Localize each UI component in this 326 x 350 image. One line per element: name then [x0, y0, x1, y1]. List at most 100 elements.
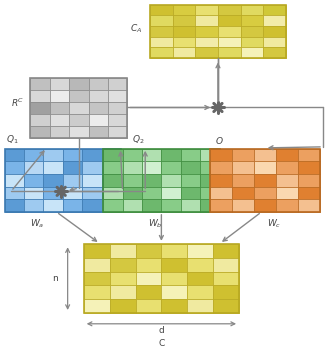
Bar: [89, 126, 108, 138]
Bar: [232, 199, 254, 212]
Text: $Q_2$: $Q_2$: [132, 133, 145, 146]
Bar: [5, 148, 121, 212]
Bar: [108, 126, 127, 138]
Bar: [161, 199, 181, 212]
Bar: [43, 199, 63, 212]
Bar: [187, 258, 213, 272]
Bar: [173, 37, 195, 47]
Bar: [210, 148, 232, 161]
Bar: [43, 187, 63, 199]
Bar: [276, 174, 298, 187]
Bar: [173, 15, 195, 26]
Bar: [263, 5, 286, 15]
Bar: [263, 47, 286, 58]
Bar: [181, 148, 200, 161]
Bar: [254, 174, 276, 187]
Bar: [30, 78, 127, 138]
Bar: [232, 161, 254, 174]
Bar: [110, 299, 136, 313]
Bar: [210, 199, 232, 212]
Bar: [103, 174, 123, 187]
Bar: [5, 161, 24, 174]
Bar: [210, 187, 232, 199]
Bar: [232, 187, 254, 199]
Bar: [24, 199, 43, 212]
Bar: [213, 286, 239, 299]
Bar: [150, 5, 286, 58]
Bar: [24, 174, 43, 187]
Bar: [213, 258, 239, 272]
Bar: [181, 199, 200, 212]
Bar: [103, 161, 123, 174]
Bar: [30, 78, 50, 90]
Bar: [210, 174, 232, 187]
Bar: [210, 148, 320, 212]
Bar: [63, 199, 82, 212]
Bar: [150, 26, 173, 37]
Bar: [200, 187, 220, 199]
Bar: [187, 244, 213, 258]
Bar: [82, 174, 102, 187]
Bar: [254, 161, 276, 174]
Bar: [30, 114, 50, 126]
Bar: [110, 244, 136, 258]
Bar: [102, 199, 121, 212]
Bar: [89, 114, 108, 126]
Bar: [181, 187, 200, 199]
Bar: [200, 174, 220, 187]
Bar: [263, 15, 286, 26]
Bar: [110, 286, 136, 299]
Bar: [213, 244, 239, 258]
Bar: [69, 114, 89, 126]
Bar: [276, 199, 298, 212]
Bar: [241, 5, 263, 15]
Bar: [108, 90, 127, 102]
Bar: [89, 78, 108, 90]
Text: C: C: [158, 338, 165, 348]
Bar: [195, 26, 218, 37]
Bar: [69, 90, 89, 102]
Bar: [213, 272, 239, 286]
Bar: [187, 272, 213, 286]
Bar: [24, 187, 43, 199]
Bar: [161, 161, 181, 174]
Bar: [142, 148, 161, 161]
Bar: [200, 148, 220, 161]
Bar: [50, 90, 69, 102]
Bar: [195, 47, 218, 58]
Bar: [30, 126, 50, 138]
Bar: [276, 148, 298, 161]
Bar: [298, 148, 320, 161]
Bar: [150, 47, 173, 58]
Bar: [110, 272, 136, 286]
Bar: [136, 258, 161, 272]
Bar: [161, 258, 187, 272]
Text: $W_c$: $W_c$: [267, 217, 282, 230]
Bar: [150, 15, 173, 26]
Bar: [102, 174, 121, 187]
Bar: [82, 187, 102, 199]
Bar: [136, 286, 161, 299]
Bar: [195, 5, 218, 15]
Bar: [63, 174, 82, 187]
Bar: [213, 299, 239, 313]
Bar: [181, 161, 200, 174]
Bar: [50, 78, 69, 90]
Bar: [195, 37, 218, 47]
Bar: [30, 102, 50, 114]
Bar: [108, 114, 127, 126]
Bar: [43, 174, 63, 187]
Bar: [142, 161, 161, 174]
Bar: [150, 5, 173, 15]
Bar: [123, 161, 142, 174]
Text: $W_a$: $W_a$: [30, 217, 44, 230]
Bar: [241, 37, 263, 47]
Bar: [69, 78, 89, 90]
Bar: [102, 148, 121, 161]
Bar: [50, 126, 69, 138]
Bar: [218, 5, 241, 15]
Bar: [161, 244, 187, 258]
Bar: [218, 26, 241, 37]
Bar: [30, 90, 50, 102]
Bar: [232, 174, 254, 187]
